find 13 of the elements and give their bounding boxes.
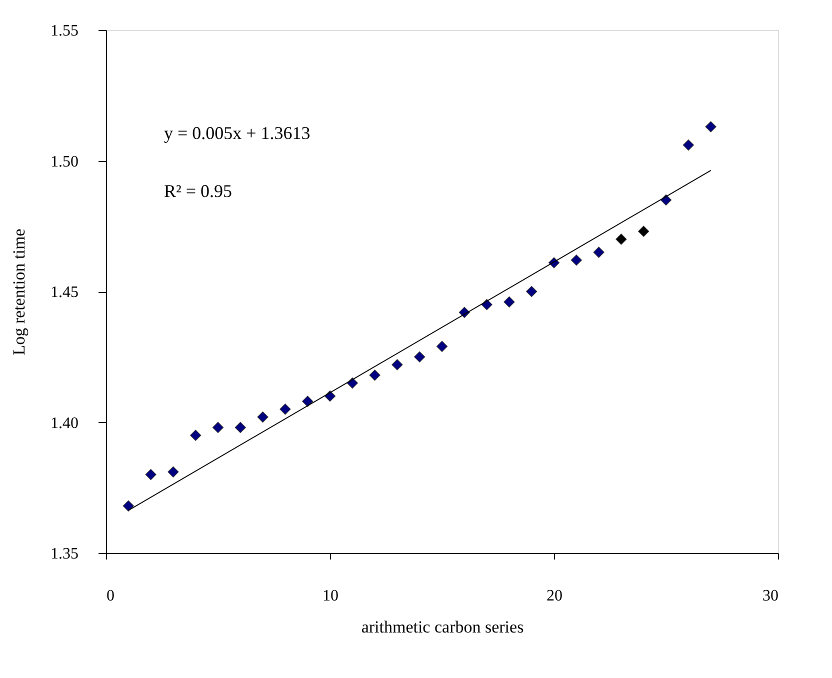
y-tick-label: 1.45 [50, 284, 78, 301]
annotation: y = 0.005x + 1.3613 [164, 123, 310, 143]
y-tick-label: 1.50 [50, 153, 78, 170]
y-tick-label: 1.55 [50, 22, 78, 40]
x-tick-label: 20 [546, 588, 562, 604]
x-tick-label: 10 [322, 588, 338, 604]
y-tick-label: 1.40 [50, 414, 78, 432]
x-tick-label: 0 [106, 588, 114, 604]
x-tick-label: 30 [762, 588, 778, 604]
x-axis-title: arithmetic carbon series [361, 618, 524, 636]
y-tick-label: 1.35 [50, 546, 78, 562]
annotation: R² = 0.95 [164, 181, 232, 201]
y-axis-title: Log retention time [10, 228, 28, 356]
